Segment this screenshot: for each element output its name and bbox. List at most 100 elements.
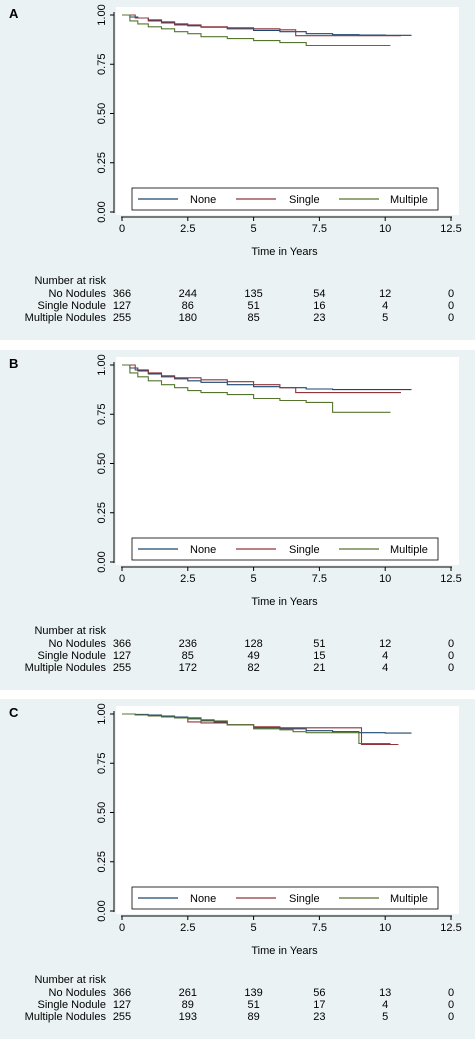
risk-value: 5 (382, 312, 388, 324)
risk-row-label: No Nodules (49, 288, 107, 300)
y-tick-label: 0.50 (96, 802, 108, 823)
risk-value: 21 (313, 662, 325, 674)
risk-value: 244 (179, 288, 197, 300)
survival-curve-none (122, 364, 412, 391)
x-tick-label: 0 (119, 573, 125, 585)
x-tick-label: 2.5 (180, 573, 195, 585)
legend-box (131, 537, 439, 561)
y-tick-label: 0.75 (96, 54, 108, 75)
y-tick-label: 0.25 (96, 502, 108, 523)
risk-value: 4 (382, 662, 388, 674)
x-tick-label: 10 (379, 573, 391, 585)
risk-row-label: No Nodules (49, 987, 107, 999)
risk-value: 85 (247, 312, 259, 324)
legend-label-single: Single (289, 893, 320, 905)
risk-value: 0 (448, 650, 454, 662)
y-tick-label: 0.00 (96, 551, 108, 572)
x-tick-label: 2.5 (180, 922, 195, 934)
legend-label-multiple: Multiple (390, 194, 428, 206)
panel-label: B (9, 356, 18, 371)
survival-curve-multiple (122, 364, 391, 413)
y-tick-label: 1.00 (96, 354, 108, 375)
x-tick-label: 5 (251, 922, 257, 934)
y-tick-label: 1.00 (96, 4, 108, 25)
x-axis-title: Time in Years (251, 596, 318, 608)
risk-value: 16 (313, 300, 325, 312)
risk-value: 261 (179, 987, 197, 999)
legend-label-multiple: Multiple (390, 893, 428, 905)
y-tick-label: 0.50 (96, 453, 108, 474)
plot-area (116, 357, 459, 565)
x-tick-label: 0 (119, 922, 125, 934)
risk-value: 89 (247, 1011, 259, 1023)
risk-row-label: No Nodules (49, 638, 107, 650)
y-tick-label: 0.00 (96, 900, 108, 921)
survival-curve-single (122, 364, 401, 394)
panel-label: C (9, 705, 19, 720)
risk-value: 0 (448, 662, 454, 674)
risk-value: 51 (247, 300, 259, 312)
risk-table-title: Number at risk (34, 625, 106, 637)
risk-value: 193 (179, 1011, 197, 1023)
x-tick-label: 0 (119, 223, 125, 235)
legend-label-none: None (190, 544, 216, 556)
x-axis-title: Time in Years (251, 945, 318, 957)
plot-area (116, 706, 459, 914)
risk-value: 127 (113, 650, 131, 662)
risk-value: 82 (247, 662, 259, 674)
y-tick-label: 0.75 (96, 404, 108, 425)
risk-value: 366 (113, 288, 131, 300)
risk-value: 366 (113, 987, 131, 999)
legend-label-single: Single (289, 194, 320, 206)
risk-row-label: Multiple Nodules (25, 312, 107, 324)
risk-value: 86 (182, 300, 194, 312)
y-tick-label: 1.00 (96, 703, 108, 724)
legend-label-none: None (190, 893, 216, 905)
risk-value: 172 (179, 662, 197, 674)
panel-c: C 0.00 0.25 0.50 0.75 1.00 0 2.5 5 7.5 10 12.5 Time … (0, 699, 475, 1039)
survival-curve-multiple (122, 14, 391, 47)
risk-value: 255 (113, 1011, 131, 1023)
survival-curve-single (122, 14, 401, 37)
risk-row-label: Single Nodule (38, 300, 107, 312)
risk-value: 127 (113, 300, 131, 312)
risk-value: 0 (448, 987, 454, 999)
risk-value: 0 (448, 638, 454, 650)
y-tick-label: 0.25 (96, 152, 108, 173)
x-tick-label: 12.5 (440, 223, 461, 235)
x-tick-label: 12.5 (440, 573, 461, 585)
panel-a: A 0.00 0.25 0.50 0.75 1.00 0 2.5 5 7.5 10 12.5 Time … (0, 0, 475, 340)
risk-value: 15 (313, 650, 325, 662)
risk-value: 4 (382, 999, 388, 1011)
plot-area (116, 7, 459, 215)
survival-curve-none (122, 713, 412, 734)
risk-value: 51 (313, 638, 325, 650)
x-tick-label: 5 (251, 573, 257, 585)
legend-label-single: Single (289, 544, 320, 556)
risk-value: 0 (448, 1011, 454, 1023)
risk-value: 5 (382, 1011, 388, 1023)
risk-value: 89 (182, 999, 194, 1011)
x-tick-label: 12.5 (440, 922, 461, 934)
x-tick-label: 10 (379, 922, 391, 934)
x-tick-label: 7.5 (312, 922, 327, 934)
risk-row-label: Multiple Nodules (25, 1011, 107, 1023)
risk-value: 0 (448, 999, 454, 1011)
y-tick-label: 0.00 (96, 201, 108, 222)
risk-value: 56 (313, 987, 325, 999)
y-tick-label: 0.75 (96, 753, 108, 774)
x-axis-title: Time in Years (251, 246, 318, 258)
risk-value: 180 (179, 312, 197, 324)
x-tick-label: 7.5 (312, 223, 327, 235)
risk-value: 135 (244, 288, 262, 300)
risk-value: 17 (313, 999, 325, 1011)
panel-b: B 0.00 0.25 0.50 0.75 1.00 0 2.5 5 7.5 10 12.5 Time … (0, 350, 475, 690)
risk-value: 23 (313, 1011, 325, 1023)
risk-value: 85 (182, 650, 194, 662)
risk-table-title: Number at risk (34, 974, 106, 986)
panel-label: A (9, 6, 19, 21)
risk-value: 0 (448, 312, 454, 324)
risk-value: 255 (113, 662, 131, 674)
risk-value: 12 (379, 288, 391, 300)
x-tick-label: 7.5 (312, 573, 327, 585)
